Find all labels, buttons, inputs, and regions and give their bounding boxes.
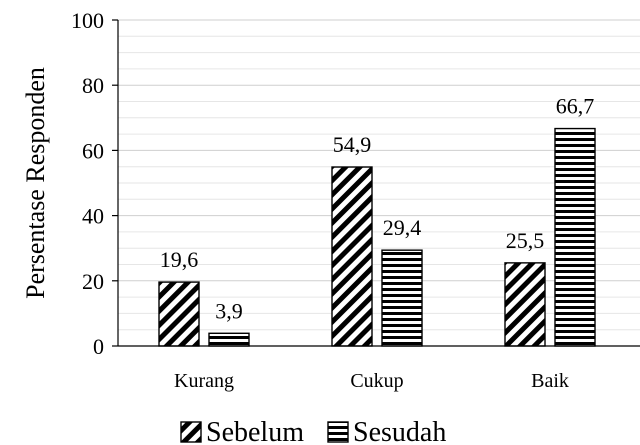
data-label: 25,5 [506, 228, 545, 253]
legend: Sebelum Sesudah [180, 417, 446, 445]
y-tick-label: 20 [82, 269, 104, 294]
data-label: 3,9 [215, 298, 243, 323]
x-tick-label: Cukup [350, 370, 403, 392]
x-tick-label: Kurang [174, 370, 234, 392]
bar-sesudah-cukup [381, 249, 423, 347]
y-tick-label: 0 [93, 334, 104, 359]
bar-sebelum-baik [504, 262, 546, 347]
legend-swatch-sebelum [180, 421, 202, 443]
legend-swatch-sesudah [327, 421, 349, 443]
y-tick-label: 60 [82, 138, 104, 163]
bar-sesudah-kurang [208, 332, 250, 347]
y-tick-label: 40 [82, 204, 104, 229]
legend-label-sesudah: Sesudah [353, 417, 446, 445]
bars-group [158, 127, 596, 347]
y-tick-label: 100 [71, 8, 104, 33]
data-label: 54,9 [333, 132, 372, 157]
data-label: 19,6 [160, 247, 199, 272]
axes-group: 0 20 40 60 80 100 Kurang Cukup Baik [71, 8, 640, 392]
gridlines [118, 19, 640, 331]
legend-label-sebelum: Sebelum [206, 417, 304, 445]
bar-sesudah-baik [554, 127, 596, 347]
data-label: 29,4 [383, 215, 422, 240]
y-axis-title: Persentase Responden [21, 67, 50, 299]
data-label: 66,7 [556, 94, 595, 119]
bar-sebelum-cukup [331, 166, 373, 347]
y-tick-label: 80 [82, 73, 104, 98]
bar-sebelum-kurang [158, 281, 200, 347]
data-labels-group: 19,6 3,9 54,9 29,4 25,5 66,7 [160, 94, 595, 324]
x-tick-label: Baik [531, 370, 569, 392]
